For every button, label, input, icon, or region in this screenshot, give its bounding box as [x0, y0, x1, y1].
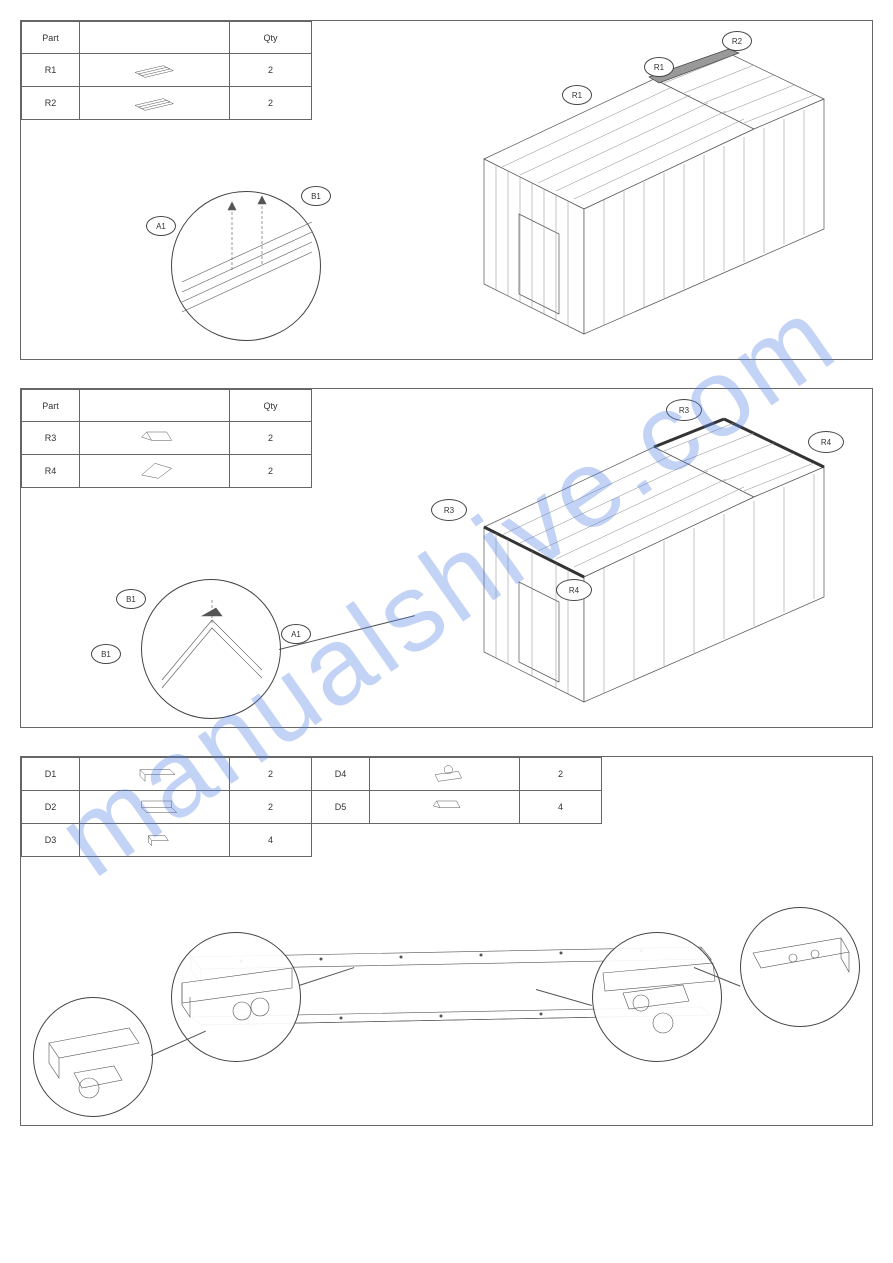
part-img [80, 824, 230, 857]
ridge-strip-icon [130, 91, 180, 113]
shed-iso-view [424, 407, 854, 707]
part-id: R4 [22, 455, 80, 488]
part-qty: 2 [230, 455, 312, 488]
hdr-img [80, 390, 230, 422]
table-row: D2 2 [22, 791, 312, 824]
part-qty: 4 [520, 791, 602, 824]
table-row: R3 2 [22, 422, 312, 455]
part-img [80, 87, 230, 120]
detail-circle-left-joint [171, 932, 301, 1062]
callout-r2: R2 [722, 31, 752, 51]
part-qty: 2 [520, 758, 602, 791]
step-panel-18: 18 Part Qty R3 2 R4 2 [20, 388, 873, 728]
parts-table-19-right: D4 2 D5 4 [311, 757, 602, 824]
callout-a1: A1 [146, 216, 176, 236]
hdr-qty: Qty [230, 390, 312, 422]
detail-circle-gable [141, 579, 281, 719]
callout-b1: B1 [301, 186, 331, 206]
part-qty: 4 [230, 824, 312, 857]
part-id: R1 [22, 54, 80, 87]
part-img [370, 758, 520, 791]
callout-r3a: R3 [666, 399, 702, 421]
part-img [80, 758, 230, 791]
gable-cap-icon [130, 459, 180, 481]
part-img [80, 455, 230, 488]
detail-circle-right-joint [592, 932, 722, 1062]
hdr-id: Part [22, 390, 80, 422]
callout-r1: R1 [562, 85, 592, 105]
part-qty: 2 [230, 758, 312, 791]
shed-iso-view [424, 39, 854, 339]
detail-circle-right-end [740, 907, 860, 1027]
detail-circle-left-end [33, 997, 153, 1117]
table-row: D5 4 [312, 791, 602, 824]
table-row: R4 2 [22, 455, 312, 488]
callout-r1b: R1 [644, 57, 674, 77]
parts-table-19-left: D1 2 D2 2 D3 4 [21, 757, 312, 857]
table-row: R1 2 [22, 54, 312, 87]
clip-icon [420, 795, 470, 817]
table-row: D1 2 [22, 758, 312, 791]
bracket-icon [130, 828, 180, 850]
door-rail-assembly [41, 907, 852, 1107]
table-row: D3 4 [22, 824, 312, 857]
part-id: D4 [312, 758, 370, 791]
part-id: D2 [22, 791, 80, 824]
part-id: D3 [22, 824, 80, 857]
callout-b1b: B1 [91, 644, 121, 664]
part-id: D5 [312, 791, 370, 824]
hdr-qty: Qty [230, 22, 312, 54]
parts-table-18: Part Qty R3 2 R4 2 [21, 389, 312, 488]
hdr-img [80, 22, 230, 54]
callout-b1a: B1 [116, 589, 146, 609]
end-cap-icon [130, 426, 180, 448]
callout-r3b: R3 [431, 499, 467, 521]
part-id: R2 [22, 87, 80, 120]
ridge-strip-icon [130, 58, 180, 80]
step-panel-17: 17 Part Qty R1 2 R2 [20, 20, 873, 360]
parts-table-17: Part Qty R1 2 R2 2 [21, 21, 312, 120]
channel-icon [130, 795, 180, 817]
part-id: D1 [22, 758, 80, 791]
step-panel-19: 19 D1 2 D2 2 D3 [20, 756, 873, 1126]
callout-r4b: R4 [556, 579, 592, 601]
part-img [80, 791, 230, 824]
hdr-id: Part [22, 22, 80, 54]
part-qty: 2 [230, 87, 312, 120]
callout-r4a: R4 [808, 431, 844, 453]
detail-circle-screws [171, 191, 321, 341]
part-id: R3 [22, 422, 80, 455]
part-img [80, 422, 230, 455]
part-img [80, 54, 230, 87]
table-row: R2 2 [22, 87, 312, 120]
part-qty: 2 [230, 54, 312, 87]
part-qty: 2 [230, 791, 312, 824]
part-img [370, 791, 520, 824]
part-qty: 2 [230, 422, 312, 455]
rail-icon [130, 762, 180, 784]
roller-plate-icon [420, 762, 470, 784]
table-row: D4 2 [312, 758, 602, 791]
